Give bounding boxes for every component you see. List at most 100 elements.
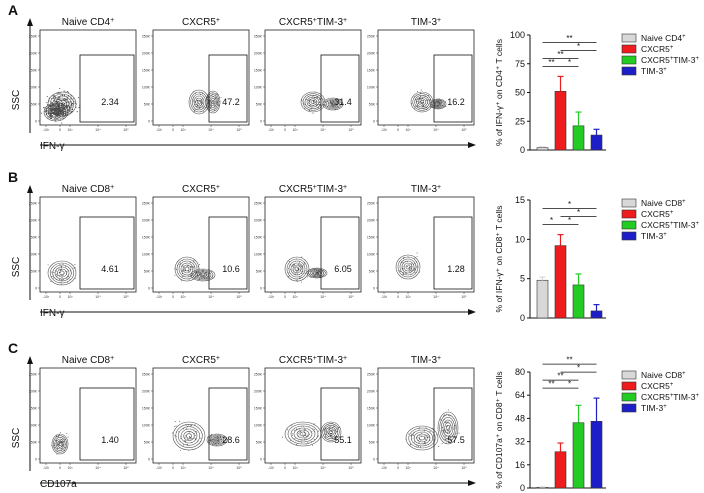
event-dot bbox=[63, 98, 65, 100]
y-axis-label: % of IFN-γ⁺ on CD4⁺ T cells bbox=[494, 39, 504, 146]
event-dot bbox=[296, 271, 298, 273]
event-dot bbox=[318, 103, 320, 105]
legend-label: CXCR5+ bbox=[641, 381, 674, 391]
flow-plot: CXCR5+TIM-3+ 250K 200K 150K 100K 50K 0 -10³ 0 10³… bbox=[254, 184, 362, 299]
event-dot bbox=[189, 439, 191, 441]
x-tick-label: 10⁴ bbox=[208, 295, 214, 299]
gate-percentage: 57.5 bbox=[447, 435, 465, 445]
event-dot bbox=[195, 434, 197, 436]
y-tick-label: 0 bbox=[260, 458, 262, 462]
event-dot bbox=[329, 435, 331, 437]
event-dot bbox=[196, 103, 198, 105]
legend-label: CXCR5+ bbox=[641, 44, 674, 54]
event-dot bbox=[55, 106, 58, 108]
event-dot bbox=[413, 268, 415, 270]
event-dot bbox=[441, 443, 443, 444]
flow-plot: CXCR5+TIM-3+ 250K 200K 150K 100K 50K 0 -10³ 0 10³… bbox=[254, 17, 362, 132]
significance-stars: ** bbox=[548, 380, 554, 389]
event-dot bbox=[293, 429, 295, 431]
event-dot bbox=[446, 439, 448, 441]
density-contour bbox=[395, 254, 421, 280]
event-dot bbox=[59, 263, 61, 265]
density-contour bbox=[43, 102, 69, 122]
event-dot bbox=[300, 266, 302, 267]
density-contour bbox=[183, 430, 195, 441]
density-contour bbox=[308, 268, 326, 278]
event-dot bbox=[294, 264, 295, 265]
event-dot bbox=[54, 107, 56, 109]
panel-B: B SSC IFN-γ Naive CD8+ 250K 200K 150K 100K 50K 0 -… bbox=[8, 169, 476, 319]
event-dot bbox=[448, 430, 450, 432]
x-tick-label: 10⁴ bbox=[208, 128, 214, 132]
event-dot bbox=[446, 421, 448, 423]
legend-label: Naive CD8+ bbox=[641, 370, 686, 380]
event-dot bbox=[55, 112, 57, 114]
event-dot bbox=[53, 94, 55, 97]
event-dot bbox=[429, 430, 431, 432]
event-dot bbox=[332, 437, 334, 439]
event-dot bbox=[200, 275, 201, 277]
density-contour bbox=[58, 441, 62, 446]
event-dot bbox=[444, 438, 446, 440]
event-dot bbox=[61, 277, 63, 279]
event-dot bbox=[183, 267, 185, 269]
plot-title: Naive CD8+ bbox=[62, 355, 114, 367]
ssc-arrowhead bbox=[27, 185, 33, 193]
event-dot bbox=[191, 273, 193, 275]
event-dot bbox=[184, 440, 186, 442]
event-dot bbox=[418, 442, 420, 444]
event-dot bbox=[55, 113, 57, 115]
x-tick-label: 10⁵ bbox=[236, 128, 242, 132]
flow-plot: Naive CD8+ 250K 200K 150K 100K 50K 0 -10³ 0 10³ 10… bbox=[29, 184, 137, 299]
event-dot bbox=[174, 421, 176, 422]
y-tick-label: 100K bbox=[367, 424, 376, 428]
y-tick-label: 150K bbox=[142, 236, 151, 240]
event-dot bbox=[306, 434, 308, 436]
density-contour bbox=[284, 256, 310, 282]
density-contour bbox=[49, 107, 63, 117]
y-tick-label: 200K bbox=[254, 52, 263, 56]
x-tick-label: 10⁴ bbox=[208, 466, 214, 470]
x-tick-label: 0 bbox=[397, 295, 399, 299]
event-dot bbox=[66, 433, 68, 435]
density-contour bbox=[328, 429, 333, 434]
event-dot bbox=[301, 268, 303, 270]
event-dot bbox=[46, 112, 48, 114]
event-dot bbox=[303, 263, 305, 265]
x-tick-label: -10³ bbox=[268, 128, 275, 132]
event-dot bbox=[45, 108, 47, 110]
density-contour bbox=[325, 426, 337, 438]
density-contour bbox=[52, 264, 72, 282]
event-dot bbox=[399, 270, 401, 272]
y-tick-label: 5 bbox=[520, 274, 525, 284]
event-dot bbox=[324, 436, 326, 438]
event-dot bbox=[191, 425, 193, 426]
event-dot bbox=[445, 106, 447, 108]
x-arrowhead bbox=[468, 142, 476, 148]
event-dot bbox=[192, 99, 194, 101]
event-dot bbox=[408, 266, 410, 268]
y-tick-label: 200K bbox=[142, 390, 151, 394]
y-tick-label: 150K bbox=[29, 236, 38, 240]
event-dot bbox=[173, 426, 175, 428]
event-dot bbox=[421, 436, 423, 438]
event-dot bbox=[62, 443, 64, 445]
event-dot bbox=[446, 431, 448, 433]
x-tick-label: 10³ bbox=[180, 128, 186, 132]
event-dot bbox=[190, 265, 192, 267]
x-tick-label: 10⁵ bbox=[348, 466, 354, 470]
density-contour bbox=[436, 102, 440, 106]
ssc-arrowhead bbox=[27, 356, 33, 364]
event-dot bbox=[72, 98, 74, 100]
event-dot bbox=[62, 275, 64, 277]
plot-title: Naive CD8+ bbox=[62, 184, 114, 196]
bar bbox=[536, 147, 549, 151]
event-dot bbox=[412, 435, 414, 436]
event-dot bbox=[199, 108, 201, 109]
event-dot bbox=[210, 433, 212, 435]
y-tick-label: 200K bbox=[254, 390, 263, 394]
event-dot bbox=[328, 427, 330, 429]
event-dot bbox=[408, 269, 410, 271]
y-tick-label: 150K bbox=[254, 236, 263, 240]
y-axis-label: % of IFN-γ⁺ on CD8⁺ T cells bbox=[494, 206, 504, 313]
